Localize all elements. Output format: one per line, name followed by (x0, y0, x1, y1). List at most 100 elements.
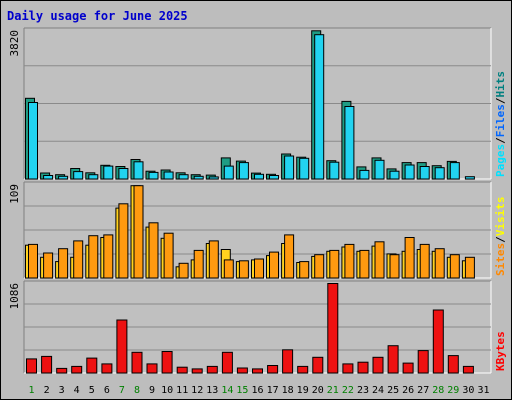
x-label-day-8: 8 (134, 385, 140, 396)
bar-files-day-11 (178, 174, 189, 180)
x-label-day-24: 24 (372, 385, 384, 396)
bar-files-day-15 (238, 162, 249, 180)
x-label-day-7: 7 (119, 385, 125, 396)
bar-kbytes-day-18 (282, 349, 294, 374)
bar-kbytes-day-12 (191, 368, 203, 374)
chart-title: Daily usage for June 2025 (7, 9, 188, 23)
x-label-day-2: 2 (44, 385, 50, 396)
bar-kbytes-day-4 (71, 365, 83, 374)
x-label-day-5: 5 (89, 385, 95, 396)
bar-kbytes-day-26 (402, 362, 414, 374)
bar-files-day-23 (359, 169, 370, 180)
x-label-day-22: 22 (342, 385, 354, 396)
x-label-day-15: 15 (236, 385, 248, 396)
bar-kbytes-day-14 (221, 351, 233, 374)
legend-hits: Hits (494, 71, 507, 98)
bar-files-day-26 (404, 164, 415, 180)
x-label-day-27: 27 (417, 385, 429, 396)
bar-sites-day-26 (404, 237, 415, 279)
x-label-day-25: 25 (387, 385, 399, 396)
x-label-day-11: 11 (176, 385, 188, 396)
bar-files-day-29 (449, 162, 460, 180)
bar-kbytes-day-8 (131, 351, 143, 374)
x-label-day-13: 13 (206, 385, 218, 396)
bar-files-day-7 (118, 168, 129, 180)
bar-kbytes-day-2 (41, 355, 53, 374)
bar-files-day-18 (284, 155, 295, 180)
bar-sites-day-14 (223, 259, 234, 279)
bar-files-day-3 (58, 175, 69, 180)
bar-kbytes-day-9 (146, 363, 158, 374)
bar-sites-day-12 (193, 249, 204, 279)
y-max-label: 109 (8, 184, 21, 204)
x-label-day-3: 3 (59, 385, 65, 396)
legend-files: Files (494, 104, 507, 137)
bar-sites-day-28 (434, 248, 445, 279)
bar-sites-day-3 (58, 248, 69, 279)
x-label-day-18: 18 (282, 385, 294, 396)
bar-files-day-20 (314, 34, 325, 180)
bar-files-day-16 (254, 173, 264, 180)
bar-kbytes-day-28 (432, 309, 444, 374)
bar-files-day-27 (419, 166, 430, 180)
bar-files-day-25 (389, 170, 400, 180)
x-label-day-30: 30 (462, 385, 474, 396)
bar-files-day-6 (103, 165, 114, 180)
x-label-day-29: 29 (447, 385, 459, 396)
bar-kbytes-day-20 (312, 356, 324, 374)
panel-1: 3820 Pages/Files/Hits (8, 27, 507, 180)
bar-sites-day-27 (419, 243, 430, 279)
panel-2: 109 Sites/Visits (8, 181, 507, 279)
bar-sites-day-9 (148, 222, 159, 279)
bar-files-day-9 (148, 171, 159, 180)
bar-files-day-12 (193, 175, 204, 180)
bar-files-day-30 (464, 176, 475, 180)
x-label-day-9: 9 (149, 385, 155, 396)
x-label-day-12: 12 (191, 385, 203, 396)
bar-kbytes-day-13 (206, 365, 218, 374)
bar-files-day-5 (88, 174, 99, 180)
bar-kbytes-day-22 (342, 363, 354, 374)
bar-sites-day-20 (314, 254, 325, 279)
side-legend: Sites/Visits (494, 197, 507, 277)
bar-sites-day-22 (344, 243, 355, 279)
bar-kbytes-day-10 (161, 351, 173, 374)
bar-sites-day-11 (178, 262, 189, 279)
panel-3: 1086 KBytes (8, 280, 507, 374)
bar-sites-day-7 (118, 203, 129, 279)
bar-kbytes-day-1 (26, 358, 37, 374)
y-max-label: 3820 (8, 30, 21, 57)
x-label-day-26: 26 (402, 385, 414, 396)
bar-kbytes-day-21 (327, 283, 339, 374)
bar-sites-day-23 (359, 249, 370, 279)
bar-kbytes-day-6 (101, 363, 113, 374)
bar-sites-day-2 (43, 252, 54, 279)
bar-sites-day-5 (88, 235, 99, 279)
bar-files-day-4 (73, 171, 84, 180)
x-label-day-19: 19 (297, 385, 309, 396)
bar-sites-day-21 (329, 249, 340, 279)
bar-sites-day-25 (389, 254, 400, 279)
side-legend: KBytes (494, 331, 507, 371)
bar-kbytes-day-17 (267, 365, 279, 374)
bar-kbytes-day-15 (236, 367, 248, 374)
bar-sites-day-18 (284, 234, 295, 279)
bar-files-day-28 (434, 167, 445, 180)
x-label-day-6: 6 (104, 385, 110, 396)
bar-files-day-8 (133, 161, 144, 180)
bar-sites-day-30 (464, 256, 475, 279)
bar-sites-day-13 (208, 240, 219, 279)
x-label-day-1: 1 (28, 385, 34, 396)
side-legend: Pages/Files/Hits (494, 71, 507, 177)
bar-files-day-1 (28, 102, 38, 180)
legend-visits: Visits (494, 197, 507, 237)
x-label-day-17: 17 (267, 385, 279, 396)
y-max-label: 1086 (8, 283, 21, 310)
bar-kbytes-day-30 (462, 365, 474, 374)
legend-pages: Pages (494, 144, 507, 177)
bar-files-day-24 (374, 159, 385, 180)
bar-sites-day-24 (374, 241, 385, 279)
x-label-day-20: 20 (312, 385, 324, 396)
